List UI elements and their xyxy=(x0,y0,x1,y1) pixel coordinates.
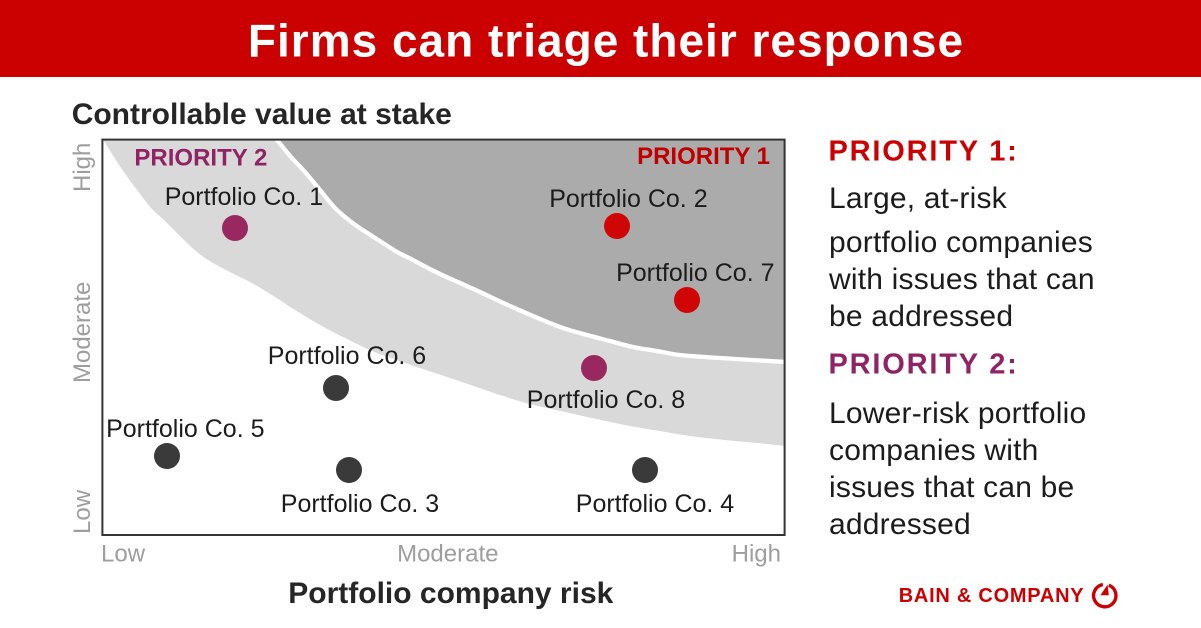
svg-text:issues that can be: issues that can be xyxy=(829,471,1074,504)
svg-text:BAIN & COMPANY: BAIN & COMPANY xyxy=(899,585,1085,607)
svg-text:High: High xyxy=(732,541,781,568)
svg-text:Portfolio Co. 8: Portfolio Co. 8 xyxy=(527,386,685,414)
svg-text:PRIORITY 2: PRIORITY 2 xyxy=(134,145,267,172)
svg-text:Portfolio Co. 5: Portfolio Co. 5 xyxy=(106,415,264,443)
svg-text:Low: Low xyxy=(69,489,96,534)
svg-text:Portfolio Co. 2: Portfolio Co. 2 xyxy=(549,185,707,213)
svg-text:Firms can triage their respons: Firms can triage their response xyxy=(248,15,964,67)
svg-text:be addressed: be addressed xyxy=(829,300,1013,333)
svg-text:PRIORITY 2:: PRIORITY 2: xyxy=(829,349,1019,381)
svg-text:PRIORITY 1: PRIORITY 1 xyxy=(637,143,770,170)
svg-text:Portfolio Co. 4: Portfolio Co. 4 xyxy=(576,490,735,518)
svg-text:Moderate: Moderate xyxy=(69,282,96,383)
svg-text:Lower-risk portfolio: Lower-risk portfolio xyxy=(829,397,1086,430)
svg-text:Portfolio company risk: Portfolio company risk xyxy=(288,577,613,610)
svg-text:with issues that can: with issues that can xyxy=(828,263,1095,296)
svg-text:portfolio companies: portfolio companies xyxy=(829,226,1093,259)
svg-text:companies with: companies with xyxy=(829,434,1039,467)
svg-text:Large, at-risk: Large, at-risk xyxy=(829,182,1008,215)
svg-text:Moderate: Moderate xyxy=(397,541,498,568)
svg-text:Controllable value at stake: Controllable value at stake xyxy=(72,98,452,131)
svg-text:Portfolio Co. 7: Portfolio Co. 7 xyxy=(616,259,774,287)
svg-text:Portfolio Co. 1: Portfolio Co. 1 xyxy=(165,183,323,211)
svg-text:Portfolio Co. 6: Portfolio Co. 6 xyxy=(268,342,426,370)
svg-text:Low: Low xyxy=(101,541,146,568)
svg-text:addressed: addressed xyxy=(829,508,971,541)
svg-text:Portfolio Co. 3: Portfolio Co. 3 xyxy=(281,490,439,518)
svg-text:High: High xyxy=(69,143,96,192)
svg-text:PRIORITY 1:: PRIORITY 1: xyxy=(829,136,1019,168)
